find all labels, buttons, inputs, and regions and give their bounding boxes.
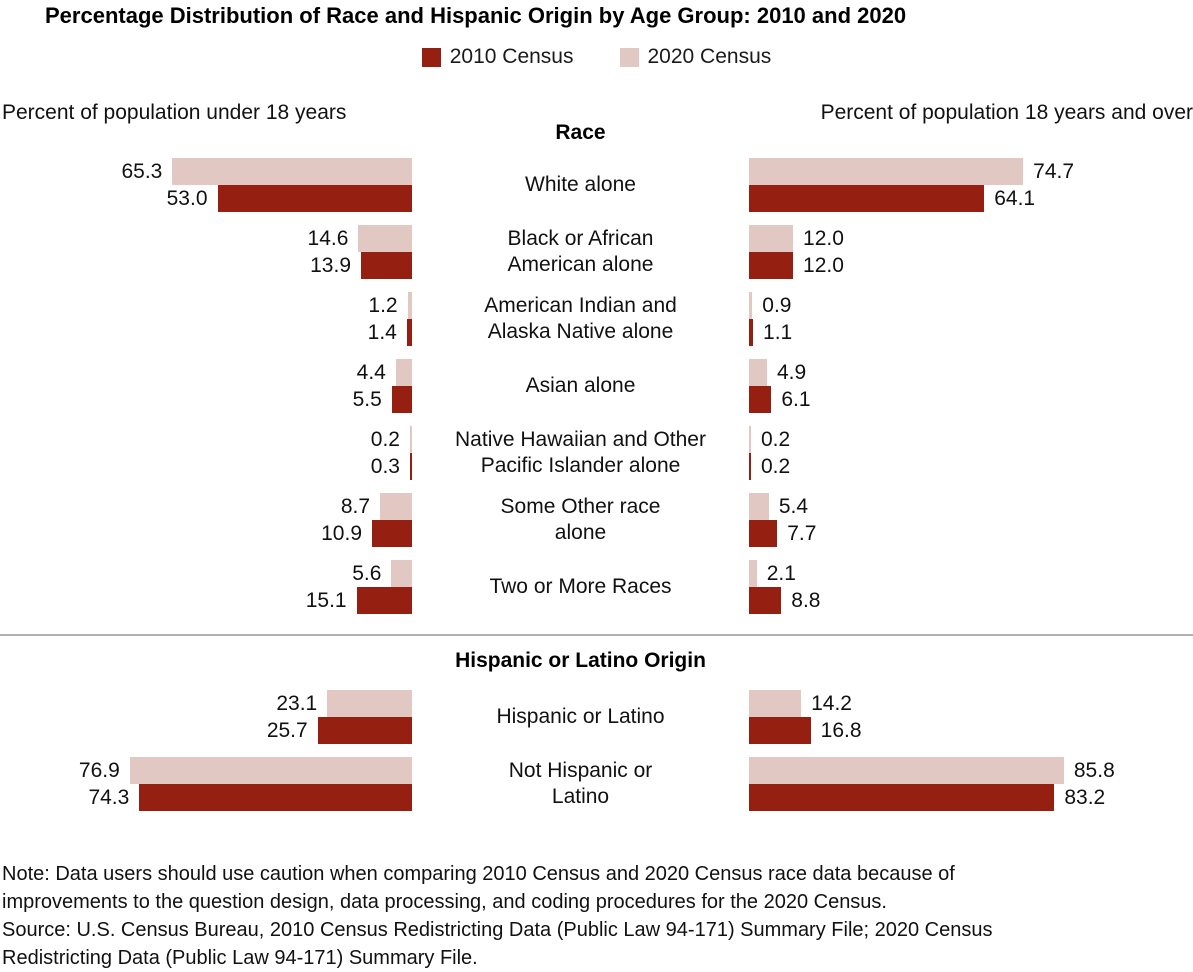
value-label-under18-2010: 15.1	[305, 589, 347, 612]
value-label-under18-2020: 0.2	[370, 428, 400, 451]
value-label-over18-2020: 12.0	[803, 227, 844, 250]
bar-over18-2020	[749, 690, 802, 717]
value-label-under18-2010: 53.0	[166, 187, 208, 210]
bar-under18-2020	[407, 292, 412, 319]
legend-label-2020: 2020 Census	[647, 45, 772, 68]
bar-over18-2010	[749, 185, 985, 212]
bar-under18-2010	[317, 717, 412, 744]
category-label: Two or More Races	[489, 575, 672, 598]
value-label-under18-2020: 4.4	[356, 361, 386, 384]
value-label-under18-2020: 65.3	[121, 160, 163, 183]
value-label-over18-2020: 0.9	[762, 294, 792, 317]
source-text: Source: U.S. Census Bureau, 2010 Census …	[2, 919, 993, 969]
bar-over18-2020	[749, 757, 1064, 784]
bar-under18-2010	[372, 520, 412, 547]
value-label-under18-2010: 74.3	[88, 786, 130, 809]
value-label-over18-2020: 85.8	[1073, 759, 1115, 782]
section-divider	[0, 634, 1193, 636]
category-label: American Indian and Alaska Native alone	[484, 294, 677, 343]
value-label-under18-2020: 14.6	[307, 227, 349, 250]
legend-item-2010: 2010 Census	[421, 45, 574, 69]
bar-over18-2010	[749, 587, 782, 614]
bar-over18-2020	[749, 426, 751, 453]
category-label: Some Other race alone	[500, 495, 661, 544]
bar-over18-2010	[749, 386, 772, 413]
value-label-over18-2020: 5.4	[778, 495, 809, 518]
value-label-under18-2020: 76.9	[78, 759, 120, 782]
legend-label-2010: 2010 Census	[449, 45, 574, 68]
value-label-over18-2020: 2.1	[766, 562, 796, 585]
bar-under18-2020	[380, 493, 412, 520]
bar-under18-2010	[410, 453, 412, 480]
legend-swatch-2010	[421, 47, 441, 67]
bar-over18-2020	[749, 292, 753, 319]
bar-under18-2020	[391, 560, 412, 587]
chart-title: Percentage Distribution of Race and Hisp…	[45, 3, 907, 28]
race-section-header: Race	[555, 121, 606, 144]
value-label-under18-2010: 10.9	[321, 522, 362, 545]
value-label-under18-2020: 8.7	[340, 495, 371, 518]
bar-over18-2010	[749, 319, 754, 346]
left-panel-header: Percent of population under 18 years	[2, 101, 347, 124]
value-label-over18-2010: 6.1	[781, 388, 811, 411]
value-label-under18-2010: 1.4	[367, 321, 397, 344]
bar-over18-2020	[749, 158, 1024, 185]
hispanic-section-header: Hispanic or Latino Origin	[455, 649, 706, 672]
bar-under18-2010	[391, 386, 412, 413]
value-label-under18-2020: 5.6	[352, 562, 382, 585]
value-label-over18-2020: 0.2	[761, 428, 791, 451]
value-label-over18-2020: 4.9	[776, 361, 807, 384]
bar-under18-2010	[406, 319, 412, 346]
note-text: Note: Data users should use caution when…	[2, 863, 955, 913]
value-label-over18-2020: 74.7	[1033, 160, 1075, 183]
value-label-under18-2010: 25.7	[266, 719, 308, 742]
bar-under18-2020	[172, 158, 412, 185]
value-label-over18-2010: 8.8	[791, 589, 821, 612]
bar-under18-2020	[395, 359, 412, 386]
bar-over18-2020	[749, 225, 794, 252]
value-label-over18-2010: 83.2	[1064, 786, 1106, 809]
legend-item-2020: 2020 Census	[619, 45, 772, 69]
category-label: Native Hawaiian and Other Pacific Island…	[455, 428, 706, 477]
value-label-under18-2020: 23.1	[276, 692, 318, 715]
bar-over18-2020	[749, 493, 769, 520]
value-label-over18-2020: 14.2	[811, 692, 852, 715]
bar-under18-2020	[129, 757, 412, 784]
bar-under18-2010	[356, 587, 412, 614]
bar-under18-2020	[327, 690, 412, 717]
value-label-over18-2010: 0.2	[761, 455, 791, 478]
bar-over18-2010	[749, 252, 794, 279]
bar-over18-2010	[749, 453, 751, 480]
category-label: Hispanic or Latino	[496, 705, 665, 728]
bar-over18-2010	[749, 717, 811, 744]
bar-under18-2010	[217, 185, 412, 212]
value-label-over18-2010: 12.0	[803, 254, 844, 277]
value-label-under18-2010: 13.9	[310, 254, 351, 277]
category-label: Not Hispanic or Latino	[508, 759, 653, 808]
legend-swatch-2020	[619, 47, 639, 67]
bar-over18-2010	[749, 520, 778, 547]
category-label: Black or African American alone	[507, 227, 654, 276]
right-panel-header: Percent of population 18 years and over	[820, 101, 1193, 124]
bar-over18-2010	[749, 784, 1055, 811]
value-label-under18-2020: 1.2	[368, 294, 398, 317]
value-label-over18-2010: 16.8	[820, 719, 862, 742]
legend: 2010 Census 2020 Census	[0, 45, 1193, 69]
bar-over18-2020	[749, 560, 757, 587]
bar-under18-2010	[139, 784, 412, 811]
category-label: White alone	[525, 173, 636, 196]
bar-under18-2020	[410, 426, 412, 453]
bar-under18-2020	[358, 225, 412, 252]
bar-under18-2010	[361, 252, 412, 279]
bar-over18-2020	[749, 359, 767, 386]
category-label: Asian alone	[525, 374, 636, 397]
value-label-over18-2010: 7.7	[787, 522, 817, 545]
value-label-under18-2010: 5.5	[352, 388, 382, 411]
value-label-over18-2010: 1.1	[763, 321, 793, 344]
value-label-over18-2010: 64.1	[994, 187, 1036, 210]
value-label-under18-2010: 0.3	[370, 455, 400, 478]
